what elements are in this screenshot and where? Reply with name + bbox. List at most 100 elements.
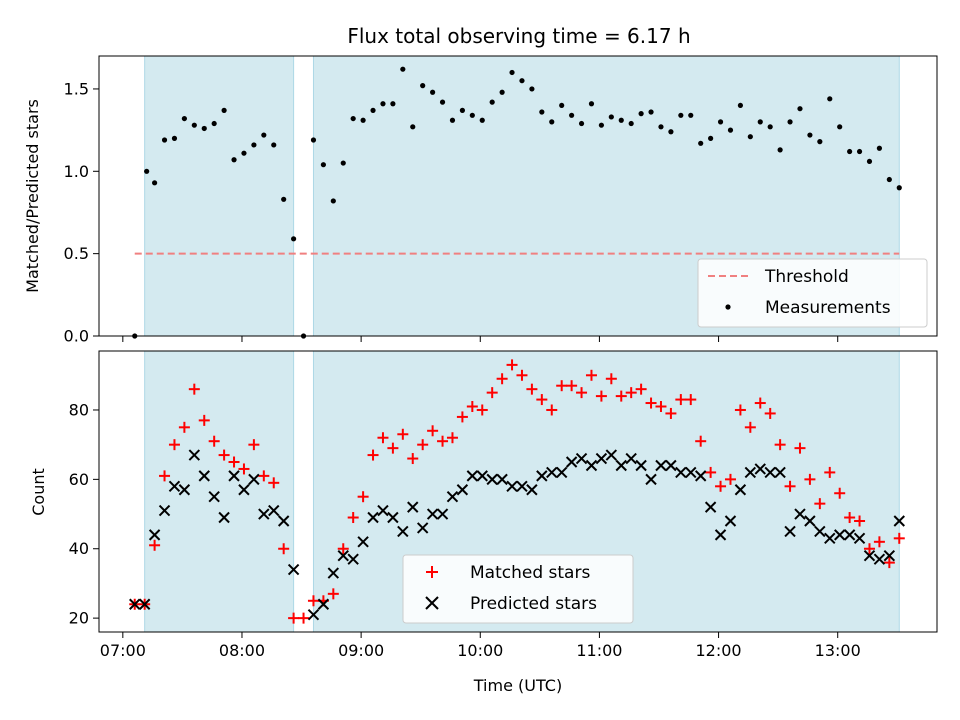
measurement-point — [509, 69, 515, 76]
predicted-star-point — [208, 490, 220, 503]
matched-star-point — [724, 473, 736, 485]
predicted-star-point — [804, 515, 816, 527]
predicted-star-point — [615, 459, 627, 472]
predicted-star-point — [347, 553, 359, 565]
measurements-legend-swatch — [725, 304, 731, 310]
matched-star-point — [258, 470, 270, 482]
measurement-point — [876, 145, 883, 151]
predicted-star-mark — [536, 470, 548, 482]
measurement-point — [221, 107, 227, 113]
top-measurement-points — [132, 66, 902, 339]
measurement-point — [618, 117, 624, 123]
top-legend-box — [697, 258, 928, 328]
matched-star-point — [248, 439, 260, 451]
matched-star-point — [585, 369, 597, 381]
predicted-star-point — [397, 525, 409, 538]
predicted-star-point — [277, 515, 290, 527]
predicted-star-point — [873, 553, 886, 565]
figure-title: Flux total observing time = 6.17 h — [347, 24, 690, 48]
measurement-point — [251, 142, 257, 148]
bottom-y-axis-label: Count — [29, 468, 48, 516]
predicted-star-point — [704, 501, 717, 513]
predicted-star-mark — [804, 515, 816, 527]
predicted-star-point — [714, 529, 727, 541]
predicted-star-point — [377, 504, 389, 517]
measurement-point — [578, 120, 585, 127]
matched-star-point — [159, 470, 171, 482]
matched-star-point — [208, 435, 220, 447]
matched-star-point — [744, 421, 756, 433]
measurement-point — [559, 102, 565, 109]
matched-star-point — [397, 428, 409, 440]
predicted-star-point — [734, 484, 747, 496]
predicted-star-point — [833, 529, 846, 541]
measurement-point — [469, 112, 475, 118]
measurement-point — [757, 119, 763, 125]
predicted-star-point — [824, 532, 836, 545]
matched-legend-swatch — [426, 566, 438, 578]
matched-star-point — [198, 414, 210, 426]
predicted-star-point — [744, 466, 757, 479]
predicted-star-point — [605, 449, 618, 461]
predicted-star-mark — [268, 504, 280, 517]
predicted-star-mark — [466, 470, 479, 482]
predicted-star-point — [466, 470, 479, 482]
measurement-point — [271, 142, 277, 148]
predicted-star-point — [794, 508, 806, 520]
predicted-star-mark — [794, 508, 806, 520]
matched-star-point — [188, 383, 200, 395]
bottom-matched-points — [129, 359, 905, 624]
predicted-star-mark — [456, 484, 469, 496]
predicted-star-point — [853, 532, 866, 545]
threshold-legend-label: Threshold — [764, 267, 849, 287]
measurement-point — [569, 112, 575, 118]
matched-star-point — [824, 466, 836, 478]
bot-y-tick-label: 60 — [69, 470, 89, 489]
predicted-star-mark — [327, 567, 340, 579]
predicted-star-mark — [198, 470, 210, 482]
predicted-star-point — [546, 466, 558, 479]
measurement-point — [777, 147, 783, 153]
predicted-star-point — [665, 459, 677, 472]
predicted-star-mark — [734, 484, 747, 496]
measurement-point — [330, 198, 336, 204]
measurement-point — [767, 124, 773, 130]
predicted-star-point — [327, 567, 340, 579]
bot-x-tick-label: 09:00 — [338, 641, 384, 660]
measurement-point — [598, 122, 605, 128]
predicted-star-point — [635, 459, 647, 472]
measurement-point — [856, 148, 863, 155]
matched-star-point — [278, 543, 290, 555]
predicted-star-point — [565, 456, 578, 468]
matched-star-point — [307, 595, 319, 607]
measurement-point — [658, 124, 664, 130]
matched-star-point — [635, 383, 647, 395]
measurement-point — [400, 66, 406, 72]
predicted-star-point — [367, 511, 379, 524]
measurement-point — [787, 119, 793, 125]
predicted-star-mark — [645, 473, 657, 486]
matched-star-point — [605, 373, 617, 385]
predicted-star-mark — [873, 553, 886, 565]
predicted-star-mark — [387, 511, 399, 524]
predicted-star-mark — [397, 525, 409, 538]
predicted-star-point — [784, 525, 796, 538]
predicted-star-mark — [655, 459, 667, 472]
measurement-point — [717, 119, 724, 125]
measurement-point — [439, 99, 446, 105]
predicted-star-mark — [446, 490, 459, 503]
matched-star-point — [804, 473, 816, 485]
top-legend: Threshold Measurements — [697, 258, 928, 328]
matched-star-point — [844, 512, 856, 524]
predicted-legend-swatch — [425, 596, 439, 610]
predicted-star-mark — [317, 598, 330, 610]
measurement-point — [648, 109, 654, 115]
predicted-star-mark — [694, 470, 707, 482]
predicted-star-point — [138, 598, 151, 610]
predicted-star-mark — [555, 466, 568, 479]
predicted-star-mark — [248, 473, 260, 486]
predicted-star-point — [685, 466, 697, 479]
matched-star-point — [873, 536, 885, 548]
top-panel: 0.0 0.5 1.0 1.5 Matched/Predicted stars Thr… — [23, 55, 938, 346]
